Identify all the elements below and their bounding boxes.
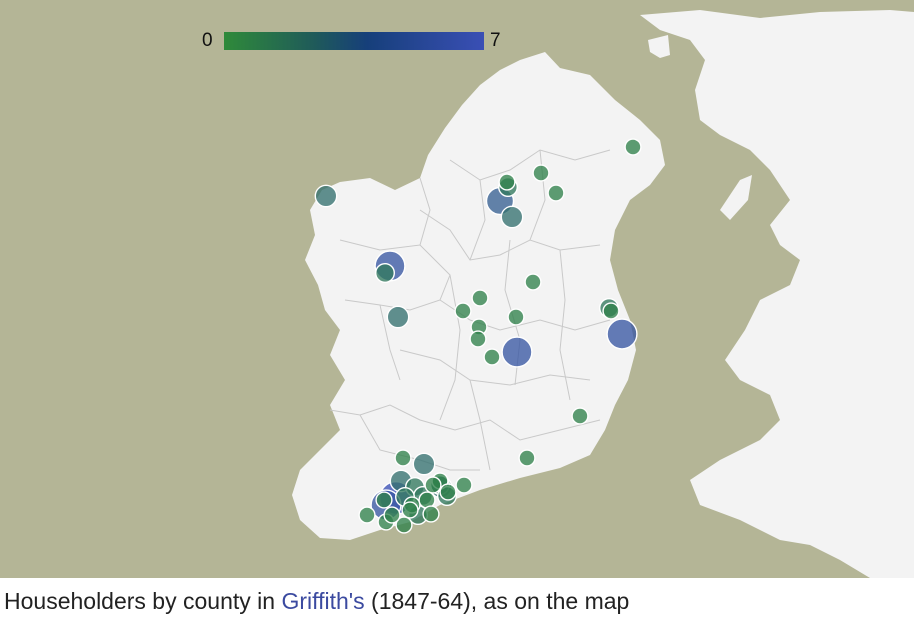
map-marker-mayo-2[interactable] (375, 263, 396, 284)
scottish-island (648, 35, 670, 58)
map-marker-cork-10[interactable] (455, 476, 473, 494)
legend-min-label: 0 (202, 30, 213, 51)
map-marker-cork-21[interactable] (358, 506, 376, 524)
isle-of-man (720, 175, 752, 220)
legend-gradient-bar (224, 32, 484, 50)
map-marker-longford[interactable] (524, 273, 542, 291)
map-marker-wicklow[interactable] (571, 407, 589, 425)
map-marker-cork-25[interactable] (439, 483, 457, 501)
map-marker-cork-1[interactable] (394, 449, 412, 467)
map-canvas[interactable] (0, 0, 914, 578)
map-marker-westmeath-1[interactable] (471, 289, 489, 307)
map-marker-cavan-1[interactable] (498, 173, 516, 191)
map-marker-monaghan-1[interactable] (532, 164, 550, 182)
map-marker-monaghan-2[interactable] (547, 184, 565, 202)
map-marker-sligo-coast[interactable] (314, 184, 338, 208)
map-marker-cork-13[interactable] (418, 491, 436, 509)
caption-suffix: (1847-64), as on the map (364, 588, 630, 614)
great-britain-landmass (640, 10, 914, 578)
map-marker-meath[interactable] (507, 308, 525, 326)
marker-layer[interactable] (314, 138, 642, 534)
map-marker-cavan-4[interactable] (500, 205, 524, 229)
map-marker-dublin-3[interactable] (606, 318, 638, 350)
map-marker-cork-24[interactable] (383, 506, 401, 524)
map-marker-antrim[interactable] (624, 138, 642, 156)
map-marker-cork-23[interactable] (401, 501, 419, 519)
map-marker-offaly-4[interactable] (501, 336, 533, 368)
map-marker-dublin-2[interactable] (602, 302, 620, 320)
griffiths-link[interactable]: Griffith's (281, 588, 365, 614)
map-marker-offaly-2[interactable] (469, 330, 487, 348)
map-marker-westmeath-2[interactable] (454, 302, 472, 320)
map-marker-cork-22[interactable] (424, 476, 442, 494)
map-marker-cork-2[interactable] (412, 452, 436, 476)
caption-prefix: Householders by county in (4, 588, 282, 614)
map-marker-mayo-3[interactable] (386, 305, 410, 329)
map-marker-wexford[interactable] (518, 449, 536, 467)
legend-max-label: 7 (490, 30, 501, 51)
map-caption: Householders by county in Griffith's (18… (4, 588, 629, 615)
map-marker-cork-19[interactable] (422, 505, 440, 523)
map-marker-cork-15[interactable] (375, 491, 393, 509)
map-frame[interactable]: 0 7 (0, 0, 914, 578)
map-marker-offaly-3[interactable] (483, 348, 501, 366)
map-marker-cork-17[interactable] (395, 516, 413, 534)
